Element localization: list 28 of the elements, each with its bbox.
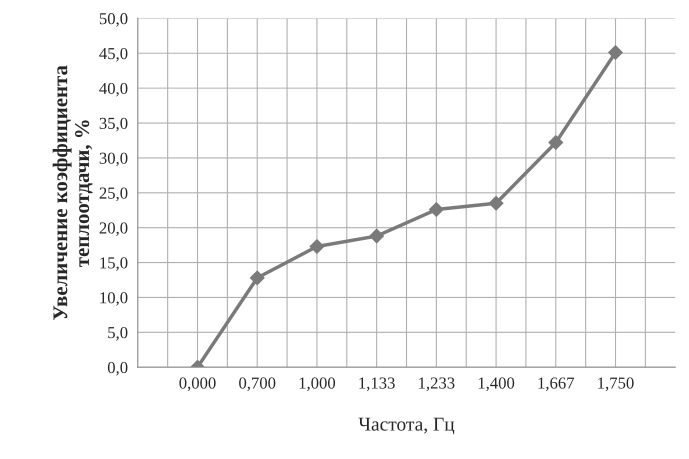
point — [548, 135, 564, 150]
point — [250, 270, 265, 286]
x-axis-title: Частота, Гц — [358, 418, 454, 434]
x-tick-label: 1,133 — [359, 377, 395, 392]
point — [310, 239, 324, 254]
x-tick-label: 1,667 — [538, 377, 574, 392]
y-tick-label: 35,0 — [100, 118, 128, 132]
y-tick-label: 50,0 — [100, 13, 128, 27]
point — [488, 196, 504, 211]
x-tick-label: 0,700 — [239, 377, 276, 392]
y-tick-label: 10,0 — [100, 292, 128, 306]
point — [608, 45, 623, 60]
point — [428, 202, 444, 217]
x-tick-label: 1,750 — [598, 377, 634, 392]
x-tick-label: 1,000 — [300, 377, 336, 392]
y-tick-label: 15,0 — [100, 257, 128, 271]
y-tick-label: 20,0 — [100, 222, 128, 236]
y-tick-label: 5,0 — [108, 327, 128, 341]
y-tick-label: 45,0 — [99, 48, 128, 62]
y-axis-title: Увеличение коэффициента теплоотдачи, % — [52, 65, 93, 320]
x-tick-label: 0,000 — [179, 377, 216, 392]
y-tick-label: 40,0 — [99, 82, 128, 96]
point — [369, 228, 384, 244]
x-tick-label: 1,400 — [478, 377, 514, 392]
y-tick-label: 0,0 — [108, 362, 128, 376]
y-tick-label: 30,0 — [100, 152, 128, 166]
y-tick-label: 25,0 — [100, 187, 128, 202]
x-tick-label: 1,233 — [419, 377, 454, 392]
